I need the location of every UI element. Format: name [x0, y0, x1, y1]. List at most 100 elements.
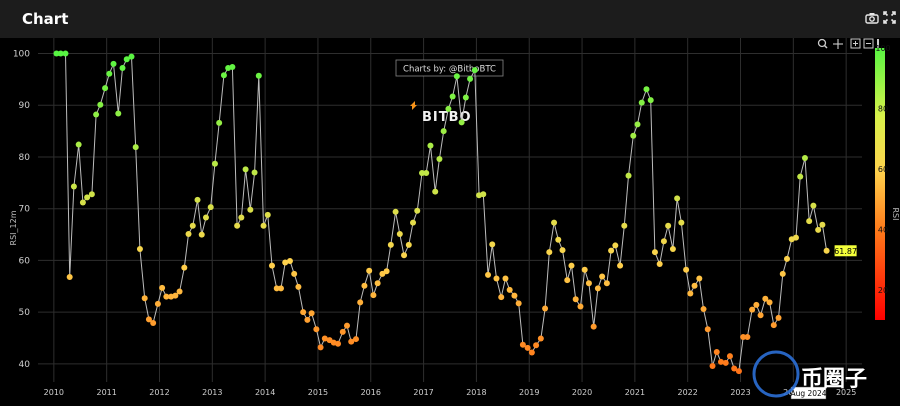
data-point[interactable]	[801, 155, 808, 162]
data-point[interactable]	[458, 119, 465, 126]
data-point[interactable]	[308, 310, 315, 317]
data-point[interactable]	[815, 226, 822, 233]
data-point[interactable]	[277, 285, 284, 292]
data-point[interactable]	[665, 222, 672, 229]
data-point[interactable]	[251, 169, 258, 176]
data-point[interactable]	[229, 63, 236, 70]
data-point[interactable]	[220, 72, 227, 79]
data-point[interactable]	[300, 309, 307, 316]
data-point[interactable]	[502, 275, 509, 282]
data-point[interactable]	[401, 252, 408, 259]
data-point[interactable]	[696, 275, 703, 282]
data-point[interactable]	[234, 222, 241, 229]
data-point[interactable]	[392, 208, 399, 215]
data-point[interactable]	[762, 295, 769, 302]
data-point[interactable]	[674, 195, 681, 202]
fullscreen-icon[interactable]	[881, 11, 897, 27]
data-point[interactable]	[427, 142, 434, 149]
data-point[interactable]	[542, 305, 549, 312]
data-point[interactable]	[387, 241, 394, 248]
data-point[interactable]	[194, 196, 201, 203]
data-point[interactable]	[735, 368, 742, 375]
data-point[interactable]	[291, 270, 298, 277]
data-point[interactable]	[643, 86, 650, 93]
data-point[interactable]	[207, 204, 214, 211]
data-point[interactable]	[744, 333, 751, 340]
data-point[interactable]	[621, 222, 628, 229]
data-point[interactable]	[687, 290, 694, 297]
data-point[interactable]	[594, 285, 601, 292]
data-point[interactable]	[599, 273, 606, 280]
data-point[interactable]	[797, 173, 804, 180]
data-point[interactable]	[810, 202, 817, 209]
zoom-icon[interactable]	[817, 38, 828, 49]
data-point[interactable]	[713, 348, 720, 355]
data-point[interactable]	[819, 221, 826, 228]
data-point[interactable]	[264, 211, 271, 218]
data-point[interactable]	[238, 214, 245, 221]
data-point[interactable]	[551, 219, 558, 226]
data-point[interactable]	[88, 191, 95, 198]
data-point[interactable]	[537, 335, 544, 342]
data-point[interactable]	[119, 65, 126, 72]
data-point[interactable]	[753, 301, 760, 308]
data-point[interactable]	[617, 262, 624, 269]
data-point[interactable]	[568, 262, 575, 269]
data-point[interactable]	[700, 306, 707, 313]
data-point[interactable]	[313, 326, 320, 333]
data-point[interactable]	[581, 266, 588, 273]
data-point[interactable]	[317, 344, 324, 351]
data-point[interactable]	[211, 160, 218, 167]
data-point[interactable]	[145, 316, 152, 323]
data-point[interactable]	[102, 85, 109, 92]
data-point[interactable]	[564, 277, 571, 284]
data-point[interactable]	[749, 306, 756, 313]
data-point[interactable]	[485, 271, 492, 278]
data-point[interactable]	[823, 247, 830, 254]
data-point[interactable]	[128, 53, 135, 60]
data-point[interactable]	[414, 207, 421, 214]
data-point[interactable]	[432, 188, 439, 195]
data-point[interactable]	[366, 267, 373, 274]
data-point[interactable]	[370, 292, 377, 299]
data-point[interactable]	[163, 293, 170, 300]
data-point[interactable]	[449, 93, 456, 100]
data-point[interactable]	[286, 257, 293, 264]
data-point[interactable]	[75, 141, 82, 148]
data-point[interactable]	[268, 262, 275, 269]
data-point[interactable]	[453, 73, 460, 80]
data-point[interactable]	[683, 266, 690, 273]
data-point[interactable]	[436, 156, 443, 163]
data-point[interactable]	[524, 344, 531, 351]
data-point[interactable]	[172, 292, 179, 299]
data-point[interactable]	[106, 70, 113, 77]
data-point[interactable]	[62, 50, 69, 57]
autoscale-icon[interactable]	[877, 39, 879, 48]
data-point[interactable]	[647, 97, 654, 104]
data-point[interactable]	[445, 105, 452, 112]
data-point[interactable]	[374, 280, 381, 287]
data-point[interactable]	[519, 341, 526, 348]
data-point[interactable]	[339, 328, 346, 335]
data-point[interactable]	[304, 316, 311, 323]
data-point[interactable]	[84, 194, 91, 201]
data-point[interactable]	[726, 353, 733, 360]
data-point[interactable]	[467, 75, 474, 82]
data-point[interactable]	[630, 132, 637, 139]
data-point[interactable]	[150, 320, 157, 327]
data-point[interactable]	[202, 214, 209, 221]
data-point[interactable]	[590, 323, 597, 330]
data-point[interactable]	[704, 326, 711, 333]
data-point[interactable]	[779, 270, 786, 277]
data-point[interactable]	[766, 299, 773, 306]
data-point[interactable]	[634, 121, 641, 128]
data-point[interactable]	[471, 67, 478, 74]
data-point[interactable]	[528, 349, 535, 356]
data-point[interactable]	[493, 275, 500, 282]
data-point[interactable]	[273, 285, 280, 292]
data-point[interactable]	[489, 241, 496, 248]
data-point[interactable]	[110, 60, 117, 67]
data-point[interactable]	[185, 231, 192, 238]
data-point[interactable]	[806, 218, 813, 225]
data-point[interactable]	[770, 322, 777, 329]
